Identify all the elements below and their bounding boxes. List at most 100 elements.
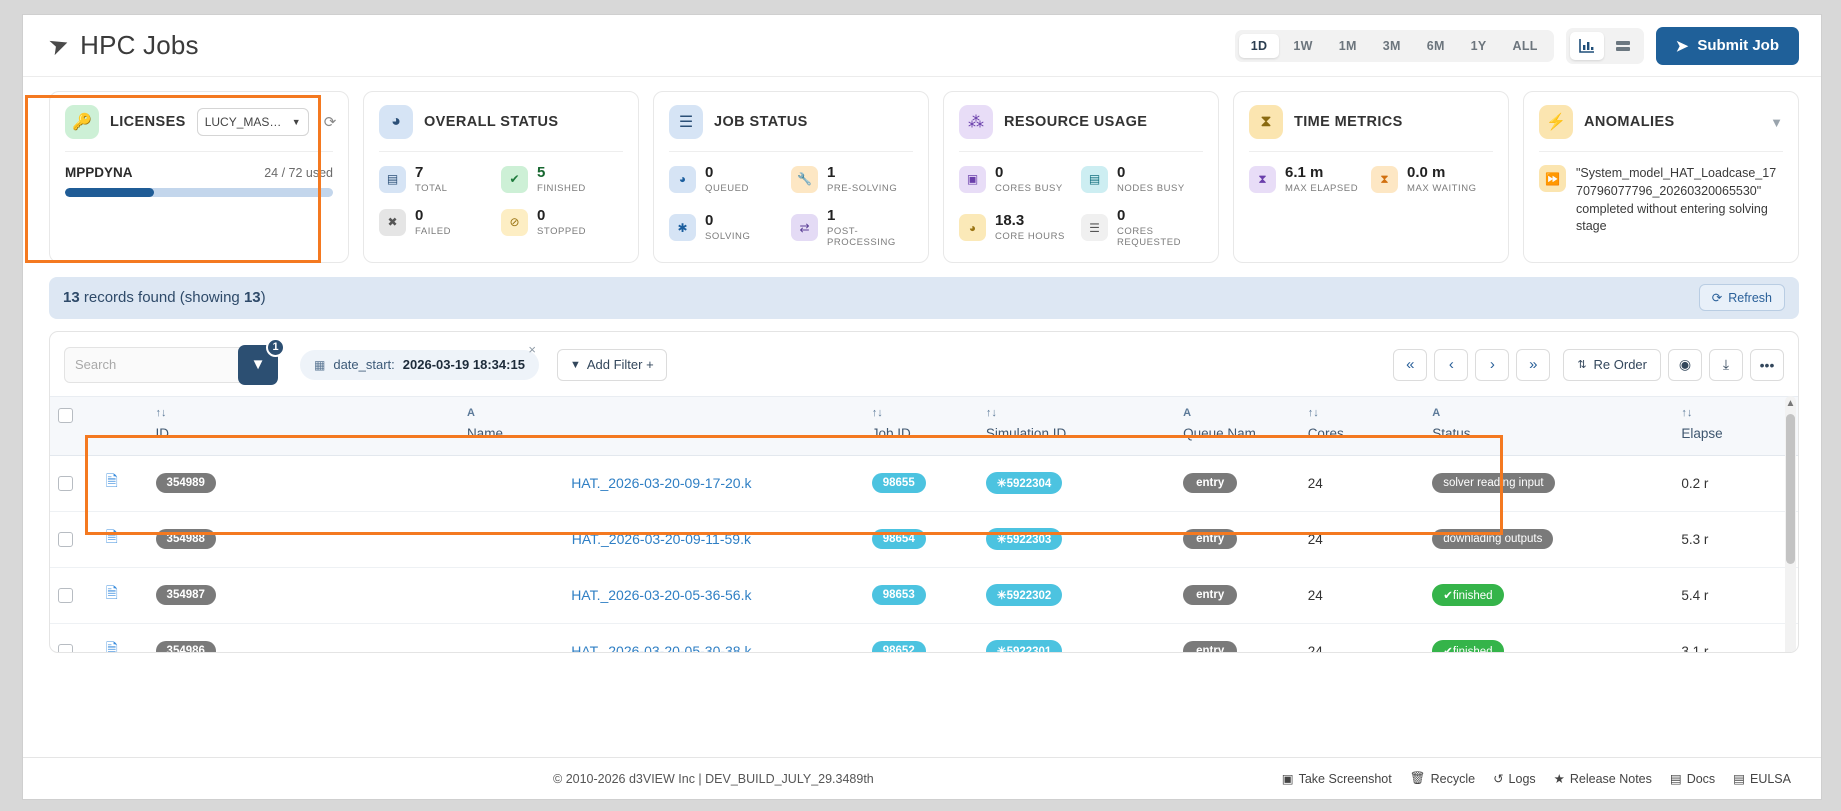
pagination-prev-button[interactable]: ‹ (1434, 348, 1469, 381)
records-prefix: records found (showing (79, 289, 244, 306)
book-icon: ▤ (1669, 772, 1682, 786)
trash-icon: 🗑 (1409, 771, 1426, 785)
document-icon[interactable]: 🗎 (105, 640, 118, 653)
column-header-name[interactable]: A Name (458, 395, 864, 456)
time-metrics-card: ⧗ TIME METRICS ⧗ 6.1 m MAX ELAPSED ⧗ 0.0 … (1233, 91, 1509, 263)
clock-icon: ◕ (959, 214, 986, 242)
column-header-queue-name[interactable]: A Queue Nam (1175, 395, 1300, 456)
row-doc-cell[interactable]: 🗎 (97, 623, 148, 653)
ellipsis-icon[interactable]: ••• (1750, 348, 1784, 381)
doc-col-header (97, 395, 148, 456)
column-header-simulation-id[interactable]: ↑↓ Simulation ID (977, 395, 1176, 456)
filter-button[interactable]: ▼ 1 (238, 337, 285, 385)
table-row[interactable]: 🗎 354989 HAT._2026-03-20-09-17-20.k 9865… (50, 455, 1798, 512)
metric-label: SOLVING (705, 231, 751, 242)
column-header-id[interactable]: ↑↓ ID (147, 395, 459, 456)
column-header-status[interactable]: A Status (1424, 395, 1674, 456)
row-name-cell[interactable]: HAT._2026-03-20-09-17-20.k (458, 455, 864, 512)
close-icon[interactable]: × (528, 341, 536, 357)
row-checkbox[interactable] (58, 643, 73, 652)
range-btn-all[interactable]: ALL (1512, 38, 1538, 53)
table-view-icon[interactable] (1606, 32, 1640, 60)
job-name-link[interactable]: HAT._2026-03-20-05-36-56.k (571, 587, 752, 603)
table-row[interactable]: 🗎 354988 HAT._2026-03-20-09-11-59.k 9865… (50, 511, 1798, 568)
row-id-cell: 354989 (147, 455, 459, 512)
range-btn-3m[interactable]: 3M (1382, 38, 1401, 53)
scroll-up-icon[interactable]: ▲ (1785, 397, 1796, 409)
table-header-row: ↑↓ ID A Name ↑↓ Job ID ↑↓ (50, 395, 1798, 456)
table-vertical-scrollbar[interactable]: ▲ ▼ (1785, 395, 1796, 652)
column-header-cores[interactable]: ↑↓ Cores (1299, 395, 1425, 456)
scrollbar-thumb[interactable] (1786, 413, 1795, 564)
footer-link-recycle[interactable]: 🗑 Recycle (1410, 771, 1475, 786)
row-select-cell[interactable] (50, 567, 98, 624)
status-badge: ✔finished (1432, 584, 1504, 606)
row-checkbox[interactable] (58, 475, 73, 491)
row-doc-cell[interactable]: 🗎 (97, 455, 148, 512)
range-btn-1d[interactable]: 1D (1238, 33, 1280, 58)
job-id-badge: 98655 (871, 473, 926, 493)
download-icon[interactable]: ⤓ (1709, 348, 1743, 381)
eye-icon[interactable]: ◉ (1668, 348, 1702, 381)
license-refresh-icon[interactable]: ⟳ (323, 114, 337, 131)
chart-view-icon[interactable] (1569, 31, 1604, 60)
document-icon[interactable]: 🗎 (105, 528, 118, 546)
row-name-cell[interactable]: HAT._2026-03-20-05-30-38.k (458, 623, 864, 653)
job-name-link[interactable]: HAT._2026-03-20-09-11-59.k (571, 531, 751, 547)
resource-usage-header: ⁂ RESOURCE USAGE (959, 105, 1203, 139)
pagination-last-button[interactable]: » (1516, 348, 1551, 381)
simulation-id-badge: ✳5922302 (985, 584, 1063, 606)
range-btn-6m[interactable]: 6M (1426, 38, 1445, 53)
refresh-button[interactable]: ⟳ Refresh (1698, 284, 1785, 311)
rocket-icon: ➤ (1675, 37, 1689, 55)
document-icon[interactable]: 🗎 (105, 584, 118, 602)
license-progress-bar (65, 188, 333, 197)
row-select-cell[interactable] (50, 511, 98, 568)
row-select-cell[interactable] (50, 623, 98, 652)
row-elapsed-cell: 0.2 r (1673, 455, 1798, 512)
footer-link-label: Take Screenshot (1298, 771, 1392, 786)
row-name-cell[interactable]: HAT._2026-03-20-05-36-56.k (458, 567, 864, 624)
select-all-header[interactable] (50, 395, 98, 456)
reorder-button[interactable]: ⇅ Re Order (1563, 348, 1661, 381)
id-badge: 354989 (155, 473, 216, 493)
row-doc-cell[interactable]: 🗎 (97, 567, 148, 624)
footer-link-logs[interactable]: ↺ Logs (1493, 771, 1536, 787)
table-row[interactable]: 🗎 354987 HAT._2026-03-20-05-36-56.k 9865… (50, 567, 1798, 624)
range-btn-1m[interactable]: 1M (1338, 38, 1357, 53)
footer-link-eulsa[interactable]: ▤ EULSA (1733, 771, 1791, 787)
range-btn-1y[interactable]: 1Y (1470, 38, 1487, 53)
column-header-elapsed[interactable]: ↑↓ Elapse (1673, 395, 1798, 456)
pagination-first-button[interactable]: « (1393, 348, 1428, 381)
metric-label: NODES BUSY (1117, 182, 1185, 194)
add-filter-button[interactable]: ▼ Add Filter + (556, 348, 667, 381)
list-icon: ☰ (1081, 214, 1108, 242)
row-checkbox[interactable] (58, 531, 73, 547)
job-name-link[interactable]: HAT._2026-03-20-05-30-38.k (571, 643, 752, 653)
row-simulation-id-cell: ✳5922304 (977, 455, 1176, 512)
submit-job-button[interactable]: ➤ Submit Job (1655, 26, 1799, 65)
select-all-checkbox[interactable] (58, 407, 73, 423)
pagination-next-button[interactable]: › (1475, 348, 1510, 381)
search-input[interactable] (64, 346, 244, 383)
filter-chip-date-start[interactable]: ▦ date_start: 2026-03-19 18:34:15 × (300, 342, 539, 380)
row-checkbox[interactable] (58, 587, 73, 603)
range-btn-1w[interactable]: 1W (1293, 38, 1313, 53)
row-doc-cell[interactable]: 🗎 (97, 511, 148, 568)
metric-value: 0.0 m (1407, 164, 1446, 181)
row-select-cell[interactable] (50, 455, 98, 512)
job-name-link[interactable]: HAT._2026-03-20-09-17-20.k (571, 475, 752, 491)
license-select[interactable]: LUCY_MASTER... ▼ (196, 108, 309, 136)
row-name-cell[interactable]: HAT._2026-03-20-09-11-59.k (458, 511, 864, 568)
column-header-job-id[interactable]: ↑↓ Job ID (863, 395, 978, 456)
resource-usage-title: RESOURCE USAGE (1004, 114, 1148, 130)
document-icon[interactable]: 🗎 (105, 472, 118, 490)
footer-link-take-screenshot[interactable]: ▣ Take Screenshot (1282, 771, 1392, 787)
footer-link-docs[interactable]: ▤ Docs (1669, 771, 1715, 787)
queue-badge: entry (1183, 641, 1238, 652)
footer-link-release-notes[interactable]: ★ Release Notes (1554, 771, 1652, 787)
table-row[interactable]: 🗎 354986 HAT._2026-03-20-05-30-38.k 9865… (50, 623, 1798, 653)
filter-icon[interactable]: ▼ (1770, 114, 1783, 130)
metric-post-processing: ⇄ 1 POST-PROCESSING (791, 207, 913, 248)
sort-icon: ↑↓ (871, 406, 883, 419)
